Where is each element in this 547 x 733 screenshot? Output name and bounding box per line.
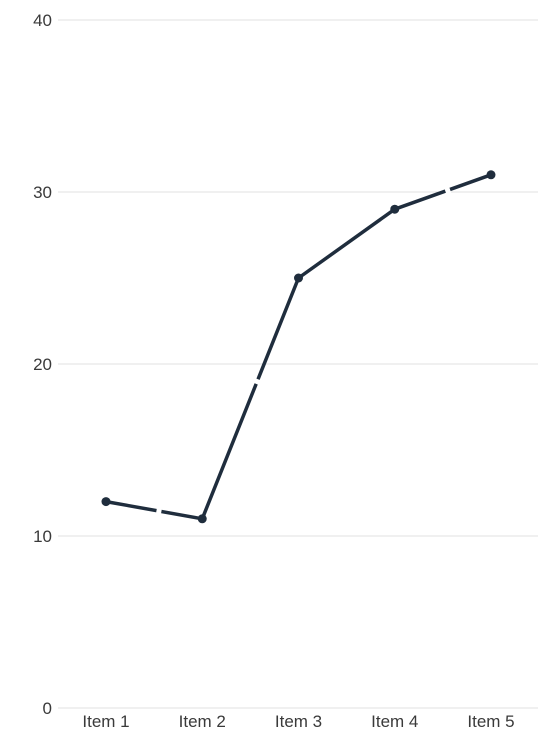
line-gap [155,506,163,516]
x-tick-label: Item 3 [275,712,322,731]
y-tick-label: 20 [33,355,52,374]
data-point [101,497,111,507]
x-tick-label: Item 4 [371,712,418,731]
y-axis: 0 10 20 30 40 [33,11,52,718]
x-tick-label: Item 2 [179,712,226,731]
y-tick-label: 30 [33,183,52,202]
series-line [104,173,493,521]
y-tick-label: 40 [33,11,52,30]
line-gap [252,377,262,386]
line-gap-marks [155,185,452,516]
y-tick-label: 0 [43,699,52,718]
x-tick-label: Item 5 [467,712,514,731]
x-axis: Item 1 Item 2 Item 3 Item 4 Item 5 [82,712,514,731]
line-gap [443,185,452,195]
data-point [486,170,496,180]
data-point [294,273,303,283]
data-point [390,204,400,214]
data-point [197,514,207,524]
x-tick-label: Item 1 [82,712,129,731]
y-tick-label: 10 [33,527,52,546]
series [101,170,496,524]
gridlines [58,19,538,709]
